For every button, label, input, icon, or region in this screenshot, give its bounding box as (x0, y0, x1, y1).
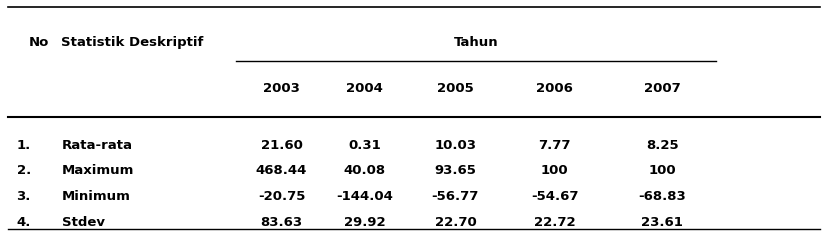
Text: 2.: 2. (17, 164, 31, 177)
Text: 2004: 2004 (346, 82, 382, 95)
Text: Maximum: Maximum (62, 164, 134, 177)
Text: 22.70: 22.70 (434, 216, 476, 229)
Text: 1.: 1. (17, 139, 31, 152)
Text: -56.77: -56.77 (431, 190, 479, 203)
Text: 7.77: 7.77 (538, 139, 571, 152)
Text: 2006: 2006 (536, 82, 572, 95)
Text: 93.65: 93.65 (434, 164, 476, 177)
Text: 468.44: 468.44 (256, 164, 307, 177)
Text: 40.08: 40.08 (343, 164, 385, 177)
Text: No: No (29, 36, 50, 49)
Text: 29.92: 29.92 (343, 216, 385, 229)
Text: 3.: 3. (17, 190, 31, 203)
Text: -54.67: -54.67 (530, 190, 578, 203)
Text: Stdev: Stdev (62, 216, 105, 229)
Text: 2007: 2007 (643, 82, 680, 95)
Text: 10.03: 10.03 (434, 139, 476, 152)
Text: Tahun: Tahun (453, 36, 498, 49)
Text: Rata-rata: Rata-rata (62, 139, 133, 152)
Text: 23.61: 23.61 (641, 216, 682, 229)
Text: Minimum: Minimum (62, 190, 131, 203)
Text: 2005: 2005 (437, 82, 473, 95)
Text: 21.60: 21.60 (261, 139, 302, 152)
Text: 100: 100 (648, 164, 676, 177)
Text: 100: 100 (540, 164, 568, 177)
Text: -20.75: -20.75 (257, 190, 305, 203)
Text: -144.04: -144.04 (336, 190, 392, 203)
Text: 2003: 2003 (263, 82, 299, 95)
Text: Statistik Deskriptif: Statistik Deskriptif (61, 36, 203, 49)
Text: 4.: 4. (17, 216, 31, 229)
Text: 8.25: 8.25 (645, 139, 678, 152)
Text: 83.63: 83.63 (261, 216, 302, 229)
Text: -68.83: -68.83 (638, 190, 686, 203)
Text: 22.72: 22.72 (533, 216, 575, 229)
Text: 0.31: 0.31 (347, 139, 380, 152)
